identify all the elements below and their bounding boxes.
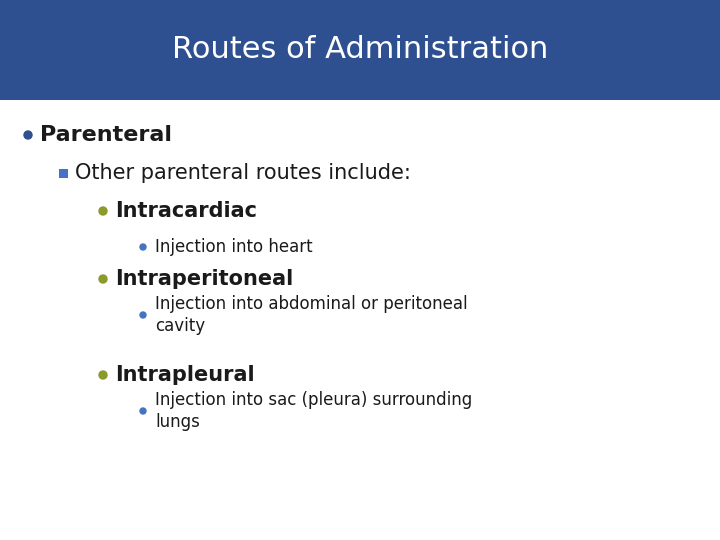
Text: Intraperitoneal: Intraperitoneal bbox=[115, 269, 293, 289]
Text: Intracardiac: Intracardiac bbox=[115, 201, 257, 221]
Text: Other parenteral routes include:: Other parenteral routes include: bbox=[75, 163, 411, 183]
Text: Parenteral: Parenteral bbox=[40, 125, 172, 145]
Circle shape bbox=[99, 207, 107, 215]
Bar bbox=[0, 0, 720, 100]
Circle shape bbox=[24, 131, 32, 139]
Text: Injection into heart: Injection into heart bbox=[155, 238, 312, 256]
Text: Injection into abdominal or peritoneal
cavity: Injection into abdominal or peritoneal c… bbox=[155, 295, 467, 335]
Circle shape bbox=[99, 275, 107, 283]
Circle shape bbox=[140, 312, 146, 318]
Circle shape bbox=[140, 408, 146, 414]
Text: Intrapleural: Intrapleural bbox=[115, 365, 255, 385]
Circle shape bbox=[99, 371, 107, 379]
Bar bbox=[58, 168, 68, 178]
Circle shape bbox=[140, 244, 146, 250]
Text: Routes of Administration: Routes of Administration bbox=[172, 36, 548, 64]
Text: Injection into sac (pleura) surrounding
lungs: Injection into sac (pleura) surrounding … bbox=[155, 391, 472, 431]
